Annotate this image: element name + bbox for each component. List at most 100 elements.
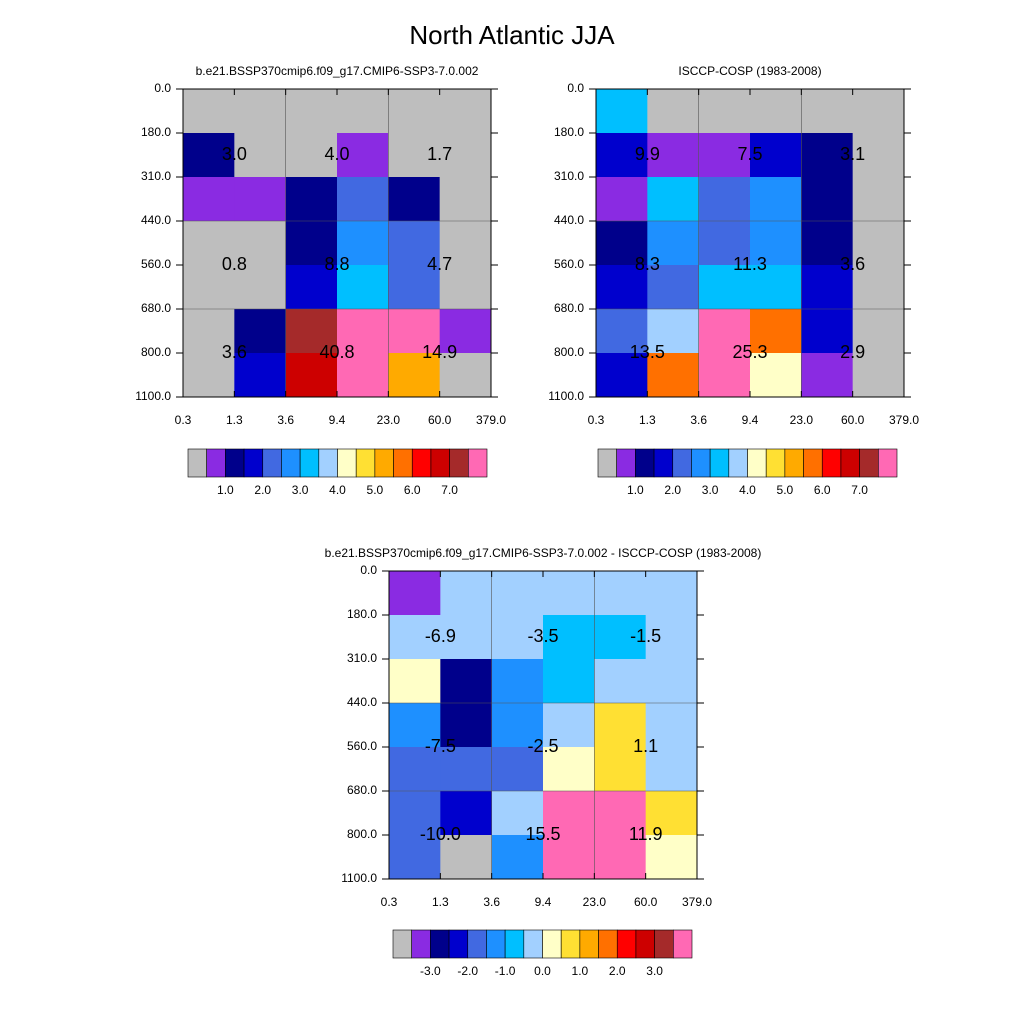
cell (750, 221, 802, 266)
cell-annotation: 7.5 (737, 144, 762, 164)
y-tick-label: 560.0 (347, 739, 377, 753)
panel-title: ISCCP-COSP (1983-2008) (678, 64, 821, 78)
cell (440, 571, 493, 616)
colorbar-box (878, 448, 898, 478)
cell (594, 615, 647, 660)
cell (801, 221, 854, 266)
y-tick-label: 440.0 (347, 695, 377, 709)
colorbar-box (616, 929, 637, 959)
cell (596, 133, 648, 178)
cell (647, 89, 700, 134)
page-title: North Atlantic JJA (409, 20, 615, 50)
panel-title: b.e21.BSSP370cmip6.f09_g17.CMIP6-SSP3-7.… (325, 546, 762, 560)
cell (647, 309, 700, 354)
cell-annotation: 14.9 (422, 342, 457, 362)
cell (543, 615, 595, 660)
cell-annotation: 40.8 (319, 342, 354, 362)
cell (596, 89, 648, 134)
colorbar-box (673, 929, 693, 959)
colorbar-box (859, 448, 879, 478)
y-tick-label: 310.0 (347, 651, 377, 665)
x-tick-label: 0.3 (381, 895, 398, 909)
cell (389, 571, 441, 616)
cell (852, 177, 905, 222)
y-tick-label: 1100.0 (548, 389, 584, 403)
cell (439, 133, 492, 178)
colorbar-box (262, 448, 282, 478)
cell (388, 265, 441, 310)
y-tick-label: 0.0 (360, 563, 377, 577)
cell (852, 89, 905, 134)
cell (183, 221, 235, 266)
colorbar-box (448, 929, 469, 959)
colorbar-label: 1.0 (572, 964, 589, 978)
cell (750, 133, 802, 178)
x-tick-label: 3.6 (277, 413, 294, 427)
cell (645, 835, 698, 880)
cell (594, 747, 647, 792)
colorbar-box (765, 448, 786, 478)
cell (647, 221, 700, 266)
colorbar-box (318, 448, 338, 478)
cell (543, 659, 595, 704)
cell (647, 177, 700, 222)
colorbar-box (187, 448, 207, 478)
cell-annotation: 11.9 (629, 824, 663, 844)
cell (647, 265, 700, 310)
y-tick-label: 440.0 (141, 213, 171, 227)
cell (234, 89, 287, 134)
y-tick-label: 800.0 (554, 345, 584, 359)
cell (389, 791, 441, 836)
colorbar-label: 3.0 (702, 483, 719, 497)
colorbar-box (374, 448, 394, 478)
cell (543, 571, 595, 616)
x-tick-label: 23.0 (583, 895, 607, 909)
cell (388, 89, 441, 134)
colorbar-label: 3.0 (292, 483, 309, 497)
cell (285, 221, 338, 266)
x-tick-label: 379.0 (682, 895, 712, 909)
colorbar-label: 1.0 (217, 483, 234, 497)
cell (596, 265, 648, 310)
colorbar-box (243, 448, 264, 478)
x-tick-label: 379.0 (476, 413, 506, 427)
cell (852, 133, 905, 178)
cell (543, 703, 595, 748)
y-tick-label: 0.0 (567, 81, 584, 95)
cell (388, 309, 441, 354)
cell (440, 791, 493, 836)
colorbar-box (523, 929, 543, 959)
cell (594, 791, 647, 836)
colorbar-label: -1.0 (495, 964, 516, 978)
colorbar-label: 7.0 (441, 483, 458, 497)
cell (337, 353, 389, 398)
cell-annotation: 11.3 (733, 254, 767, 274)
x-tick-label: 1.3 (432, 895, 449, 909)
colorbar-label: -2.0 (457, 964, 478, 978)
colorbar-label: 2.0 (609, 964, 626, 978)
cell (594, 659, 647, 704)
cell (388, 133, 441, 178)
cell (389, 659, 441, 704)
colorbar-box (691, 448, 711, 478)
colorbar-box (468, 448, 488, 478)
colorbar-label: 7.0 (851, 483, 868, 497)
cell (491, 747, 544, 792)
colorbar-box (542, 929, 562, 959)
colorbar-box (653, 448, 674, 478)
cell (234, 221, 287, 266)
cell (543, 791, 595, 836)
colorbar-label: 2.0 (254, 483, 271, 497)
cell (645, 747, 698, 792)
cell-annotation: 15.5 (525, 824, 560, 844)
cell (389, 835, 441, 880)
colorbar-box (430, 929, 450, 959)
cell (388, 353, 441, 398)
cell (698, 133, 751, 178)
cell (596, 353, 648, 398)
cell (801, 265, 854, 310)
cell (698, 265, 751, 310)
cell (337, 221, 389, 266)
cell-annotation: -7.5 (425, 736, 456, 756)
colorbar-box (747, 448, 767, 478)
